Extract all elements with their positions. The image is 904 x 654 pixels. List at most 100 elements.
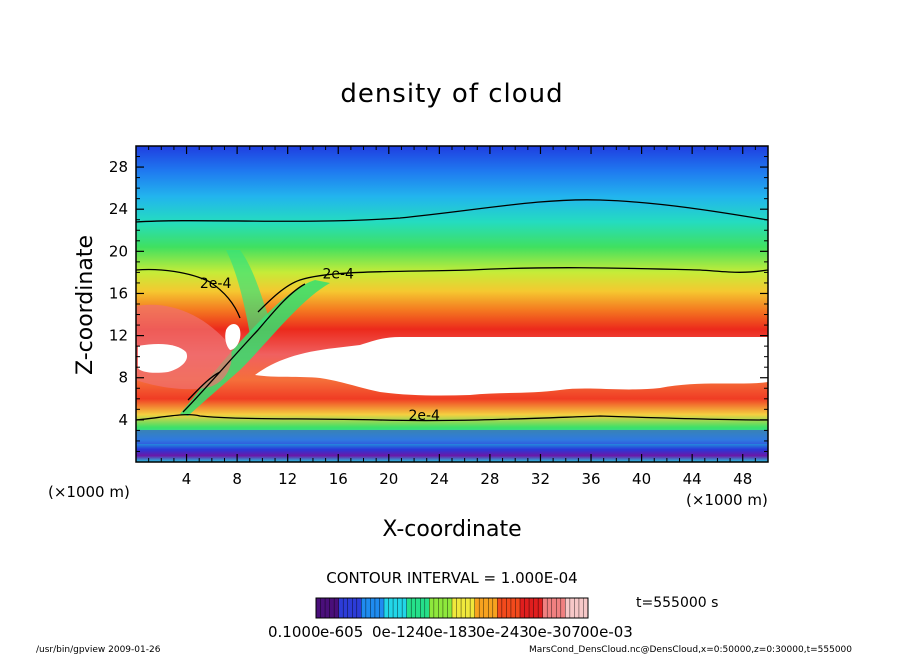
colorbar-swatch	[483, 598, 489, 618]
chart-title: density of cloud	[340, 79, 563, 109]
time-label: t=555000 s	[636, 595, 718, 611]
colorbar-swatch	[365, 598, 371, 618]
colorbar-swatch	[388, 598, 394, 618]
colorbar-swatch	[470, 598, 476, 618]
colorbar-swatch	[547, 598, 553, 618]
x-unit-label-right: (×1000 m)	[686, 491, 768, 509]
colorbar-swatch	[510, 598, 516, 618]
colorbar-swatch	[538, 598, 544, 618]
colorbar-swatch	[424, 598, 430, 618]
y-axis: 4 8 12 16 20 24 28	[109, 156, 768, 452]
colorbar-swatch	[497, 598, 503, 618]
colorbar-swatch	[415, 598, 421, 618]
colorbar-swatch	[361, 598, 367, 618]
density-field	[136, 146, 768, 462]
noise-band	[136, 430, 768, 444]
colorbar-label: 00e-03	[580, 623, 633, 641]
colorbar-label: 0e-124	[372, 623, 425, 641]
colorbar-label: e-605	[320, 623, 363, 641]
x-tick-label: 24	[430, 470, 449, 488]
colorbar-swatch	[456, 598, 462, 618]
x-unit-label: (×1000 m)	[48, 483, 130, 501]
colorbar-swatch	[488, 598, 494, 618]
colorbar-swatch	[329, 598, 335, 618]
colorbar-swatch	[374, 598, 380, 618]
x-tick-label: 28	[480, 470, 499, 488]
plot-area	[136, 146, 768, 462]
colorbar-swatch	[442, 598, 448, 618]
footer-right: MarsCond_DensCloud.nc@DensCloud,x=0:5000…	[529, 645, 852, 654]
x-tick-label: 16	[329, 470, 348, 488]
y-tick-label: 8	[118, 369, 128, 387]
y-tick-label: 28	[109, 158, 128, 176]
x-tick-label: 32	[531, 470, 550, 488]
y-tick-label: 20	[109, 242, 128, 260]
colorbar-swatch	[433, 598, 439, 618]
colorbar-swatch	[551, 598, 557, 618]
x-tick-label: 40	[632, 470, 651, 488]
colorbar-swatch	[343, 598, 349, 618]
colorbar-swatch	[356, 598, 362, 618]
colorbar-swatch	[529, 598, 535, 618]
colorbar-swatch	[524, 598, 530, 618]
colorbar-swatch	[379, 598, 385, 618]
contour-vortex	[187, 371, 221, 401]
green-plume-upper	[226, 250, 270, 335]
colorbar-swatch	[384, 598, 390, 618]
x-tick-label: 44	[683, 470, 702, 488]
colorbar-swatch	[474, 598, 480, 618]
x-tick-label: 8	[232, 470, 242, 488]
contour-label: 2e-4	[200, 276, 232, 292]
contour-interval: CONTOUR INTERVAL = 1.000E-04	[326, 569, 577, 587]
colorbar-swatch	[569, 598, 575, 618]
colorbar-swatch	[420, 598, 426, 618]
colorbar-swatch	[560, 598, 566, 618]
y-tick-label: 16	[109, 284, 128, 302]
x-tick-label: 12	[278, 470, 297, 488]
x-tick-label: 4	[182, 470, 192, 488]
x-tick-label: 36	[581, 470, 600, 488]
colorbar-swatch	[320, 598, 326, 618]
colorbar-swatch	[402, 598, 408, 618]
contour-top	[136, 199, 768, 223]
contour-plume	[182, 283, 306, 413]
footer-left: /usr/bin/gpview 2009-01-26	[36, 645, 161, 654]
cloud-void-main	[255, 337, 768, 396]
x-tick-label: 20	[379, 470, 398, 488]
colorbar-swatch	[438, 598, 444, 618]
colorbar-swatch	[542, 598, 548, 618]
colorbar-swatch	[520, 598, 526, 618]
contour-label: 2e-4	[322, 267, 354, 283]
contour-2e-4-upper	[136, 267, 768, 319]
colorbar-swatch	[447, 598, 453, 618]
colorbar-swatch	[406, 598, 412, 618]
colorbar-swatch	[565, 598, 571, 618]
colorbar-swatch	[325, 598, 331, 618]
colorbar-swatch	[574, 598, 580, 618]
colorbar-swatch	[533, 598, 539, 618]
colorbar-swatch	[583, 598, 589, 618]
colorbar-swatch	[465, 598, 471, 618]
y-tick-label: 24	[109, 200, 128, 218]
colorbar-label: 0.1000	[268, 623, 321, 641]
x-tick-label: 48	[733, 470, 752, 488]
cloud-void-small	[225, 324, 241, 350]
y-tick-label: 12	[109, 327, 128, 345]
colorbar-labels: 0.1000 e-605 0e-124 0e-183 0e-243 0e-307 00e-0…	[268, 623, 633, 641]
colorbar-swatch	[452, 598, 458, 618]
colorbar	[315, 598, 589, 618]
x-axis-title: X-coordinate	[382, 517, 521, 542]
colorbar-swatch	[393, 598, 399, 618]
colorbar-swatch	[347, 598, 353, 618]
colorbar-swatch	[370, 598, 376, 618]
colorbar-swatch	[515, 598, 521, 618]
colorbar-swatch	[501, 598, 507, 618]
cloud-void-left	[138, 344, 188, 373]
contour-2e-4-lower	[136, 414, 768, 422]
y-tick-label: 4	[118, 411, 128, 429]
colorbar-swatch	[578, 598, 584, 618]
contours	[136, 199, 768, 422]
colorbar-swatch	[338, 598, 344, 618]
colorbar-swatch	[492, 598, 498, 618]
